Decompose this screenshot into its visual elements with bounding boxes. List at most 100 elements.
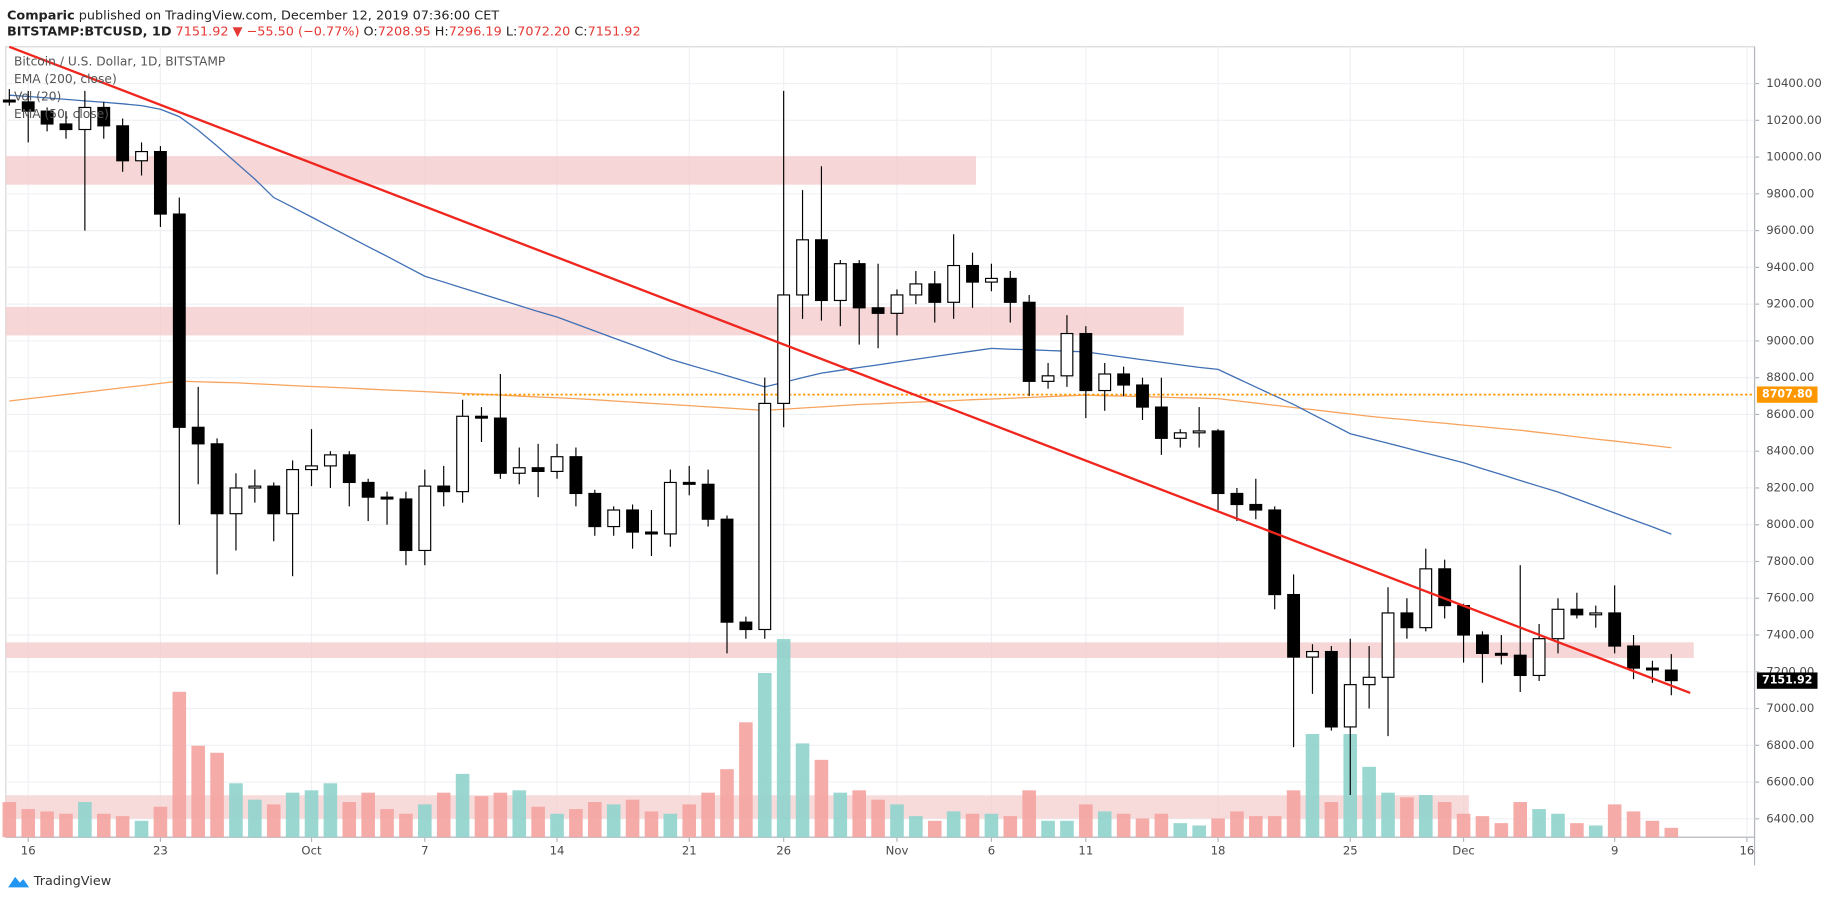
candle-body xyxy=(191,426,205,445)
candle-body xyxy=(78,106,92,131)
volume-band xyxy=(5,795,1469,819)
volume-bar xyxy=(871,799,885,838)
volume-bar xyxy=(266,804,281,838)
y-tick-label: 8200.00 xyxy=(1766,480,1814,494)
candle-body xyxy=(1003,277,1017,303)
candle-body xyxy=(1079,332,1093,392)
volume-bar xyxy=(455,773,470,838)
volume-bar xyxy=(569,809,583,838)
x-tick-label: 14 xyxy=(550,844,565,858)
volume-bar xyxy=(323,783,338,838)
candle-body xyxy=(1589,612,1603,616)
volume-bar xyxy=(1664,827,1679,838)
candle-body xyxy=(1362,676,1376,686)
candle-body xyxy=(1419,568,1433,629)
volume-bar xyxy=(96,813,111,838)
volume-bar xyxy=(418,804,432,838)
price-tag xyxy=(1756,672,1818,689)
volume-bar xyxy=(399,813,413,838)
volume-bar xyxy=(1362,766,1376,838)
quote-line: BITSTAMP:BTCUSD, 1D 7151.92 ▼ −55.50 (−0… xyxy=(7,24,641,39)
volume-bar xyxy=(1173,823,1188,838)
volume-bar xyxy=(909,816,923,838)
candle-body xyxy=(1438,568,1452,607)
volume-bar xyxy=(380,809,394,838)
candle-body xyxy=(437,485,451,493)
c: 7151.92 xyxy=(588,24,641,39)
y-tick-label: 6600.00 xyxy=(1766,775,1814,789)
candle-body xyxy=(1117,373,1131,386)
y-tick-label: 10000.00 xyxy=(1766,150,1822,164)
volume-bar xyxy=(1494,823,1509,838)
level-tag xyxy=(1756,386,1818,403)
l-label: L: xyxy=(506,24,517,39)
candle-body xyxy=(833,263,847,302)
volume-bar xyxy=(436,792,451,838)
volume-bar xyxy=(493,792,508,838)
candle-body xyxy=(40,110,54,125)
candle-body xyxy=(626,509,640,533)
candle-body xyxy=(947,264,961,303)
volume-bar xyxy=(210,752,224,838)
candle-body xyxy=(210,443,224,515)
candle-body xyxy=(1608,612,1622,647)
candle-body xyxy=(342,454,356,484)
volume-bar xyxy=(1570,823,1584,838)
volume-bar xyxy=(304,790,319,838)
volume-bar xyxy=(1267,816,1282,838)
candle-body xyxy=(2,99,16,103)
y-tick-label: 6800.00 xyxy=(1766,738,1814,752)
layers: 6400.006600.006800.007000.007200.007400.… xyxy=(2,45,1822,858)
c-label: C: xyxy=(574,24,587,39)
volume-bar xyxy=(1475,816,1490,838)
candle-body xyxy=(59,123,73,131)
h: 7296.19 xyxy=(449,24,502,39)
y-tick-label: 8600.00 xyxy=(1766,407,1814,421)
volume-bar xyxy=(115,816,130,838)
volume-bar xyxy=(59,813,73,838)
volume-bar xyxy=(1097,811,1112,838)
y-tick-label: 10200.00 xyxy=(1766,113,1822,127)
volume-bar xyxy=(1079,804,1093,838)
candle-body xyxy=(1136,384,1149,408)
volume-bar xyxy=(191,745,205,838)
candle-body xyxy=(21,101,35,112)
x-tick-label: 16 xyxy=(1739,844,1754,858)
y-tick-label: 10400.00 xyxy=(1766,76,1822,90)
candle-body xyxy=(1494,652,1508,656)
candle-body xyxy=(909,283,923,296)
candle-body xyxy=(305,465,318,471)
x-tick-label: 16 xyxy=(21,844,36,858)
legend-title: Bitcoin / U.S. Dollar, 1D, BITSTAMP xyxy=(14,54,225,68)
price-tag-label: 7151.92 xyxy=(1762,674,1812,687)
y-tick-label: 7400.00 xyxy=(1766,628,1814,642)
x-tick-label: Nov xyxy=(886,844,909,858)
candle-body xyxy=(701,483,715,520)
candle-body xyxy=(493,417,507,474)
candle-body xyxy=(645,531,658,535)
brand-name: TradingView xyxy=(33,874,111,889)
x-tick-label: Dec xyxy=(1452,844,1475,858)
candle-body xyxy=(720,518,734,623)
candle-body xyxy=(1664,669,1678,682)
volume-bar xyxy=(625,799,640,838)
volume-bar xyxy=(285,792,300,838)
candle-body xyxy=(323,454,337,467)
last: 7151.92 xyxy=(176,24,229,39)
volume-bar xyxy=(1060,820,1074,838)
volume-bar xyxy=(795,743,810,838)
o: 7208.95 xyxy=(378,24,431,39)
volume-bar xyxy=(720,769,734,838)
candle-body xyxy=(796,239,809,296)
candle-body xyxy=(1249,503,1263,511)
candle-body xyxy=(135,150,148,162)
y-tick-label: 7600.00 xyxy=(1766,591,1814,605)
candle-body xyxy=(1041,375,1055,382)
candle-body xyxy=(172,213,186,428)
volume-bar xyxy=(1645,820,1660,838)
y-tick-label: 9000.00 xyxy=(1766,333,1814,347)
volume-bar xyxy=(1532,809,1546,838)
candle-body xyxy=(984,277,998,283)
volume-bar xyxy=(1513,802,1528,838)
